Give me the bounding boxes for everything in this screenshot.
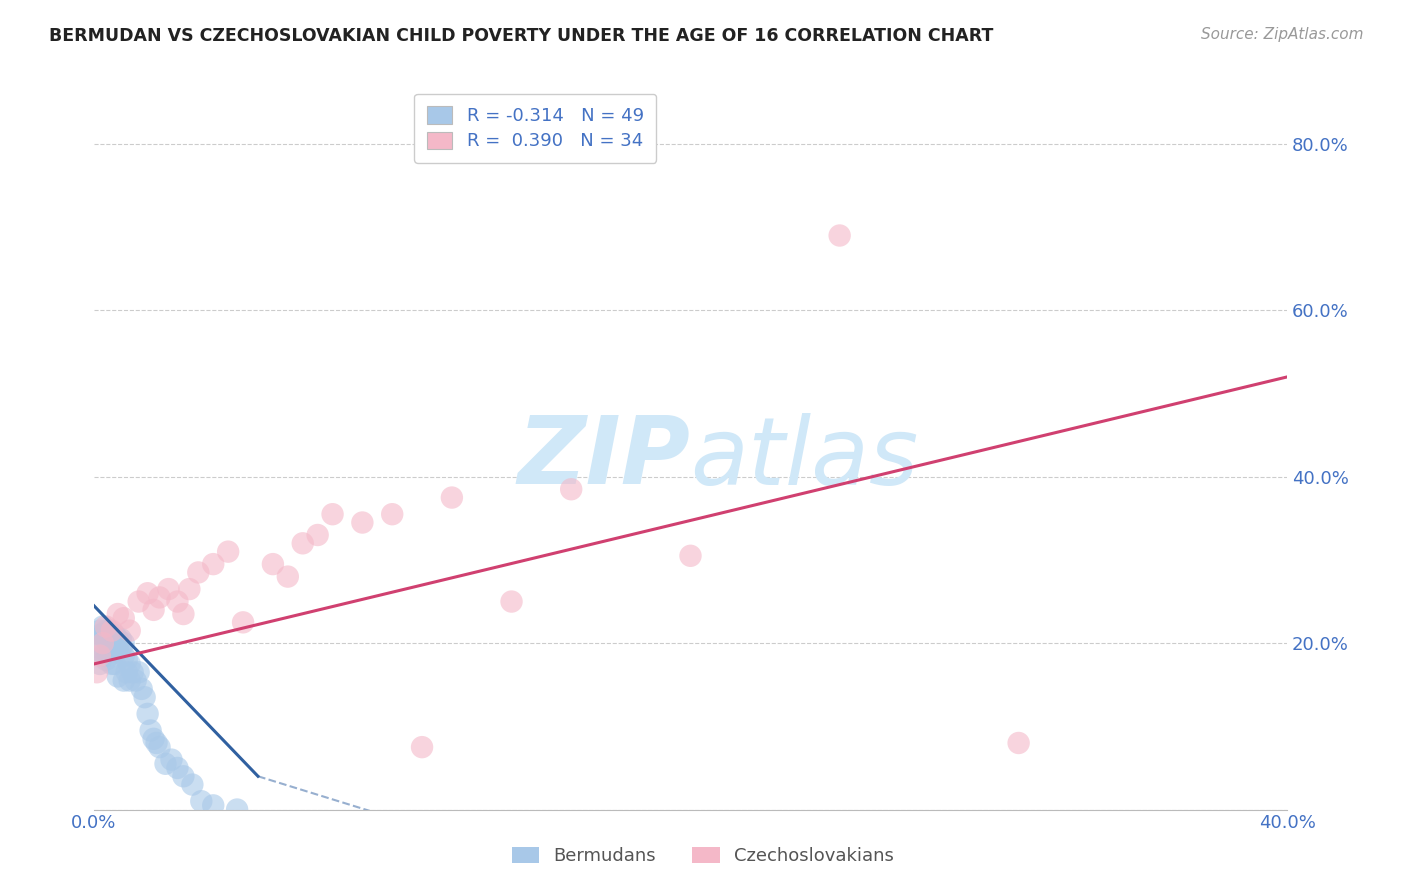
Point [104,628,127,642]
Point [440,491,463,505]
Point [160,753,183,767]
Point [128,594,150,608]
Point [1007,736,1029,750]
Point [190,794,212,808]
Point [155,756,177,771]
Point [104,657,127,671]
Point [202,557,225,571]
Point [91,628,114,642]
Point [145,736,167,750]
Point [107,640,129,655]
Point [136,706,159,721]
Point [179,582,201,596]
Point [121,665,143,680]
Legend: Bermudans, Czechoslovakians: Bermudans, Czechoslovakians [505,839,901,872]
Point [139,723,162,738]
Point [262,557,284,571]
Point [166,594,188,608]
Point [115,665,138,680]
Point [101,624,124,638]
Point [112,636,135,650]
Point [86,665,108,680]
Point [202,798,225,813]
Point [107,632,129,646]
Point [226,803,249,817]
Point [97,624,120,638]
Legend: R = -0.314   N = 49, R =  0.390   N = 34: R = -0.314 N = 49, R = 0.390 N = 34 [415,94,657,163]
Point [411,740,433,755]
Point [104,636,127,650]
Point [142,731,165,746]
Point [107,669,129,683]
Point [181,778,204,792]
Point [125,673,148,688]
Point [91,636,114,650]
Point [91,619,114,633]
Point [101,636,124,650]
Text: Source: ZipAtlas.com: Source: ZipAtlas.com [1201,27,1364,42]
Point [86,640,108,655]
Point [110,640,132,655]
Point [307,528,329,542]
Point [86,636,108,650]
Point [94,624,117,638]
Point [118,657,141,671]
Point [94,632,117,646]
Point [94,653,117,667]
Point [291,536,314,550]
Point [89,648,111,663]
Point [232,615,254,630]
Point [187,566,209,580]
Point [381,507,404,521]
Point [94,619,117,633]
Point [115,653,138,667]
Point [131,681,153,696]
Point [91,648,114,663]
Point [560,482,582,496]
Point [322,507,344,521]
Point [148,591,170,605]
Point [172,607,194,621]
Point [112,648,135,663]
Point [679,549,702,563]
Point [112,673,135,688]
Point [142,603,165,617]
Point [107,607,129,621]
Point [157,582,180,596]
Point [97,648,120,663]
Point [128,665,150,680]
Point [89,624,111,638]
Point [110,632,132,646]
Point [97,632,120,646]
Point [166,761,188,775]
Point [89,628,111,642]
Point [148,740,170,755]
Point [112,611,135,625]
Point [136,586,159,600]
Point [277,569,299,583]
Point [101,657,124,671]
Point [118,624,141,638]
Text: ZIP: ZIP [517,412,690,504]
Point [89,657,111,671]
Text: BERMUDAN VS CZECHOSLOVAKIAN CHILD POVERTY UNDER THE AGE OF 16 CORRELATION CHART: BERMUDAN VS CZECHOSLOVAKIAN CHILD POVERT… [49,27,994,45]
Point [217,544,239,558]
Point [828,228,851,243]
Point [352,516,374,530]
Point [172,769,194,783]
Point [501,594,523,608]
Point [118,673,141,688]
Text: atlas: atlas [690,413,918,504]
Point [134,690,156,705]
